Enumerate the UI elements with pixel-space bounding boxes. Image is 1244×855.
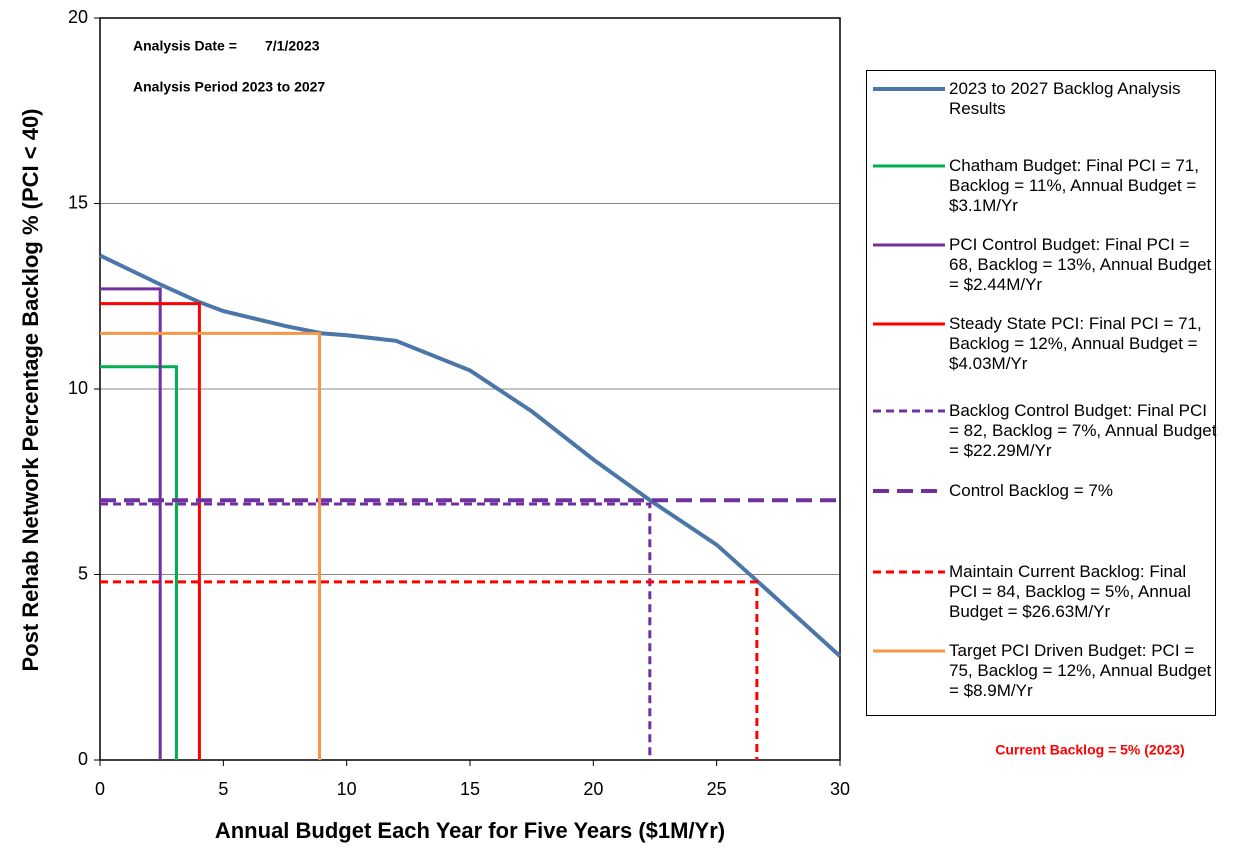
legend-swatch [873,649,945,653]
legend-swatch [873,243,945,247]
y-tick-label: 20 [68,7,88,27]
series-line [100,302,201,760]
legend-swatch [873,570,945,574]
legend-label: 2023 to 2027 Backlog Analysis Results [949,79,1181,118]
x-tick-label: 25 [707,779,727,799]
x-tick-label: 5 [218,779,228,799]
series-line [99,253,842,658]
legend-swatch [873,87,945,91]
y-tick-label: 5 [78,563,88,583]
series-line [100,580,759,760]
legend-label: Chatham Budget: Final PCI = 71, Backlog … [949,156,1199,215]
legend-swatch [873,489,945,493]
y-tick-label: 10 [68,378,88,398]
x-tick-label: 15 [460,779,480,799]
y-tick-label: 0 [78,749,88,769]
series-line [100,287,162,760]
x-tick-label: 30 [830,779,850,799]
series-line [100,365,178,760]
legend-item: Steady State PCI: Final PCI = 71, Backlo… [867,314,1217,374]
y-axis-label: Post Rehab Network Percentage Backlog % … [18,108,43,671]
series-line [100,331,322,760]
annotation: Analysis Date = [133,38,237,54]
legend-swatch [873,164,945,168]
legend-item: PCI Control Budget: Final PCI = 68, Back… [867,235,1217,295]
legend-item: Target PCI Driven Budget: PCI = 75, Back… [867,641,1217,701]
legend-label: PCI Control Budget: Final PCI = 68, Back… [949,235,1212,294]
legend-label: Maintain Current Backlog: Final PCI = 84… [949,562,1191,621]
legend-swatch [873,322,945,326]
legend-item: Chatham Budget: Final PCI = 71, Backlog … [867,156,1217,216]
x-tick-label: 10 [337,779,357,799]
series-line [100,502,652,760]
annotation: Current Backlog = 5% (2023) [995,742,1184,758]
legend: 2023 to 2027 Backlog Analysis Results Cha… [866,70,1216,716]
legend-item: Backlog Control Budget: Final PCI = 82, … [867,401,1217,461]
legend-item: Maintain Current Backlog: Final PCI = 84… [867,562,1217,622]
x-tick-label: 0 [95,779,105,799]
legend-item: Control Backlog = 7% [867,481,1217,501]
annotation: Analysis Period 2023 to 2027 [133,79,325,95]
legend-label: Backlog Control Budget: Final PCI = 82, … [949,401,1217,460]
legend-label: Target PCI Driven Budget: PCI = 75, Back… [949,641,1212,700]
y-tick-label: 15 [68,192,88,212]
plot-area [99,17,841,761]
legend-label: Steady State PCI: Final PCI = 71, Backlo… [949,314,1202,373]
x-axis-label: Annual Budget Each Year for Five Years (… [215,818,725,843]
legend-label: Control Backlog = 7% [949,481,1113,500]
legend-swatch [873,409,945,413]
annotation: 7/1/2023 [265,38,320,54]
legend-item: 2023 to 2027 Backlog Analysis Results [867,79,1217,119]
x-tick-label: 20 [583,779,603,799]
